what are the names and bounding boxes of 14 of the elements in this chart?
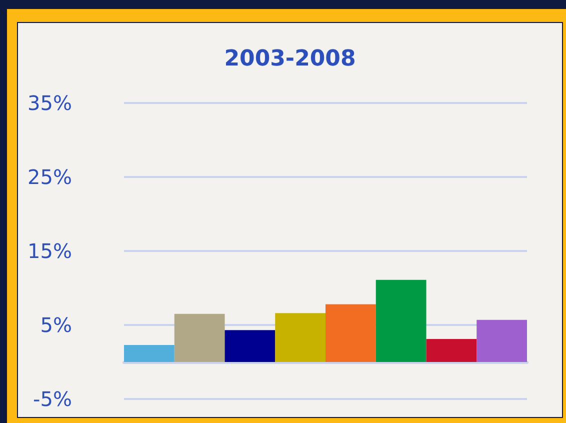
y-tick-label: 5% (40, 313, 72, 337)
bar (326, 304, 376, 362)
bar (174, 314, 225, 362)
bar (224, 330, 276, 362)
bar (124, 344, 174, 362)
y-tick-label: 35% (28, 91, 72, 115)
y-tick-label: 15% (28, 239, 72, 263)
bar (376, 280, 426, 362)
y-tick-label: 25% (28, 165, 72, 189)
y-tick-label: -5% (33, 387, 72, 411)
bar (426, 339, 477, 362)
chart-title: 2003-2008 (224, 46, 356, 72)
bar (476, 320, 527, 362)
bar (275, 313, 326, 362)
